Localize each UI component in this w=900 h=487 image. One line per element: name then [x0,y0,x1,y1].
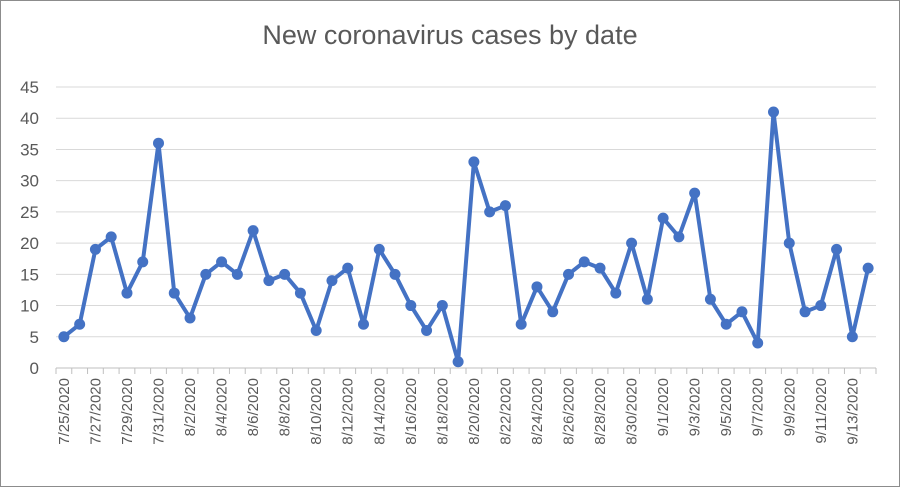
data-point [594,262,606,274]
data-point [768,106,779,118]
data-point [752,337,764,349]
data-point [704,293,716,305]
data-point [168,287,180,299]
x-tick-label: 8/18/2020 [434,378,451,445]
x-tick-label: 8/6/2020 [245,378,262,436]
series-line [61,109,871,364]
data-point [846,331,858,343]
x-tick-label: 8/22/2020 [497,378,514,445]
data-point [799,306,811,318]
data-point [342,262,354,274]
x-tick-label: 8/10/2020 [308,378,325,445]
x-tick-label: 7/31/2020 [151,378,168,445]
data-point [610,287,622,299]
data-point [137,256,149,268]
data-point [153,137,164,149]
y-tick-label: 40 [20,109,39,128]
data-point [689,187,701,199]
x-tick-label: 9/13/2020 [844,378,861,445]
x-tick-label: 8/20/2020 [466,378,483,445]
data-point [499,200,511,212]
data-point [673,231,685,243]
data-point [74,318,86,330]
data-point [231,268,243,280]
data-point [389,268,401,280]
chart-title: New coronavirus cases by date [262,20,638,50]
data-point [452,356,464,368]
data-point [783,237,795,249]
x-tick-label: 8/30/2020 [624,378,641,445]
x-tick-label: 7/25/2020 [56,378,73,445]
data-point [484,206,496,218]
data-point [373,243,385,255]
x-tick-label: 8/2/2020 [182,378,199,436]
x-tick-label: 9/1/2020 [655,378,672,436]
x-tick-label: 9/11/2020 [813,378,830,444]
data-point [815,300,827,312]
x-tick-label: 8/12/2020 [340,378,357,445]
data-point [310,325,322,337]
data-point [279,268,291,280]
y-tick-label: 30 [20,172,39,191]
y-tick-label: 15 [20,265,39,284]
data-point [105,231,117,243]
data-point [121,287,133,299]
x-tick-label: 8/28/2020 [592,378,609,445]
x-tick-label: 9/5/2020 [718,378,735,436]
y-tick-label: 45 [20,78,39,97]
x-tick-label: 9/7/2020 [750,378,767,436]
y-tick-label: 35 [20,140,39,159]
data-point [247,225,259,237]
y-tick-label: 20 [20,234,39,253]
x-tick-label: 8/8/2020 [277,378,294,436]
data-point [200,268,212,280]
data-point [657,212,669,224]
data-point [468,156,480,168]
data-point [294,287,306,299]
y-tick-label: 25 [20,203,39,222]
x-tick-label: 9/9/2020 [781,378,798,436]
data-point [184,312,196,324]
data-point [436,300,448,312]
x-tick-label: 8/16/2020 [403,378,420,445]
y-tick-label: 10 [20,297,39,316]
x-tick-label: 8/26/2020 [561,378,578,445]
data-point [862,262,874,274]
data-point [58,331,70,343]
data-point [626,237,638,249]
data-point [641,293,653,305]
data-point [326,275,338,287]
data-point [720,318,732,330]
y-tick-label: 5 [30,328,39,347]
data-point [531,281,543,293]
data-point [358,318,369,330]
data-point [736,306,748,318]
data-point [405,300,417,312]
data-point [831,243,843,255]
x-tick-label: 8/24/2020 [529,378,546,445]
x-tick-label: 9/3/2020 [687,378,704,436]
data-point [563,268,574,280]
x-tick-label: 8/14/2020 [371,378,388,445]
data-point [89,243,101,255]
data-point [421,325,433,337]
data-point [216,256,228,268]
data-point [578,256,590,268]
x-tick-label: 7/29/2020 [119,378,136,445]
x-tick-label: 8/4/2020 [214,378,231,436]
data-point [515,318,527,330]
y-tick-label: 0 [30,359,39,378]
data-point [547,306,559,318]
x-tick-label: 7/27/2020 [87,378,104,445]
data-point [263,275,275,287]
